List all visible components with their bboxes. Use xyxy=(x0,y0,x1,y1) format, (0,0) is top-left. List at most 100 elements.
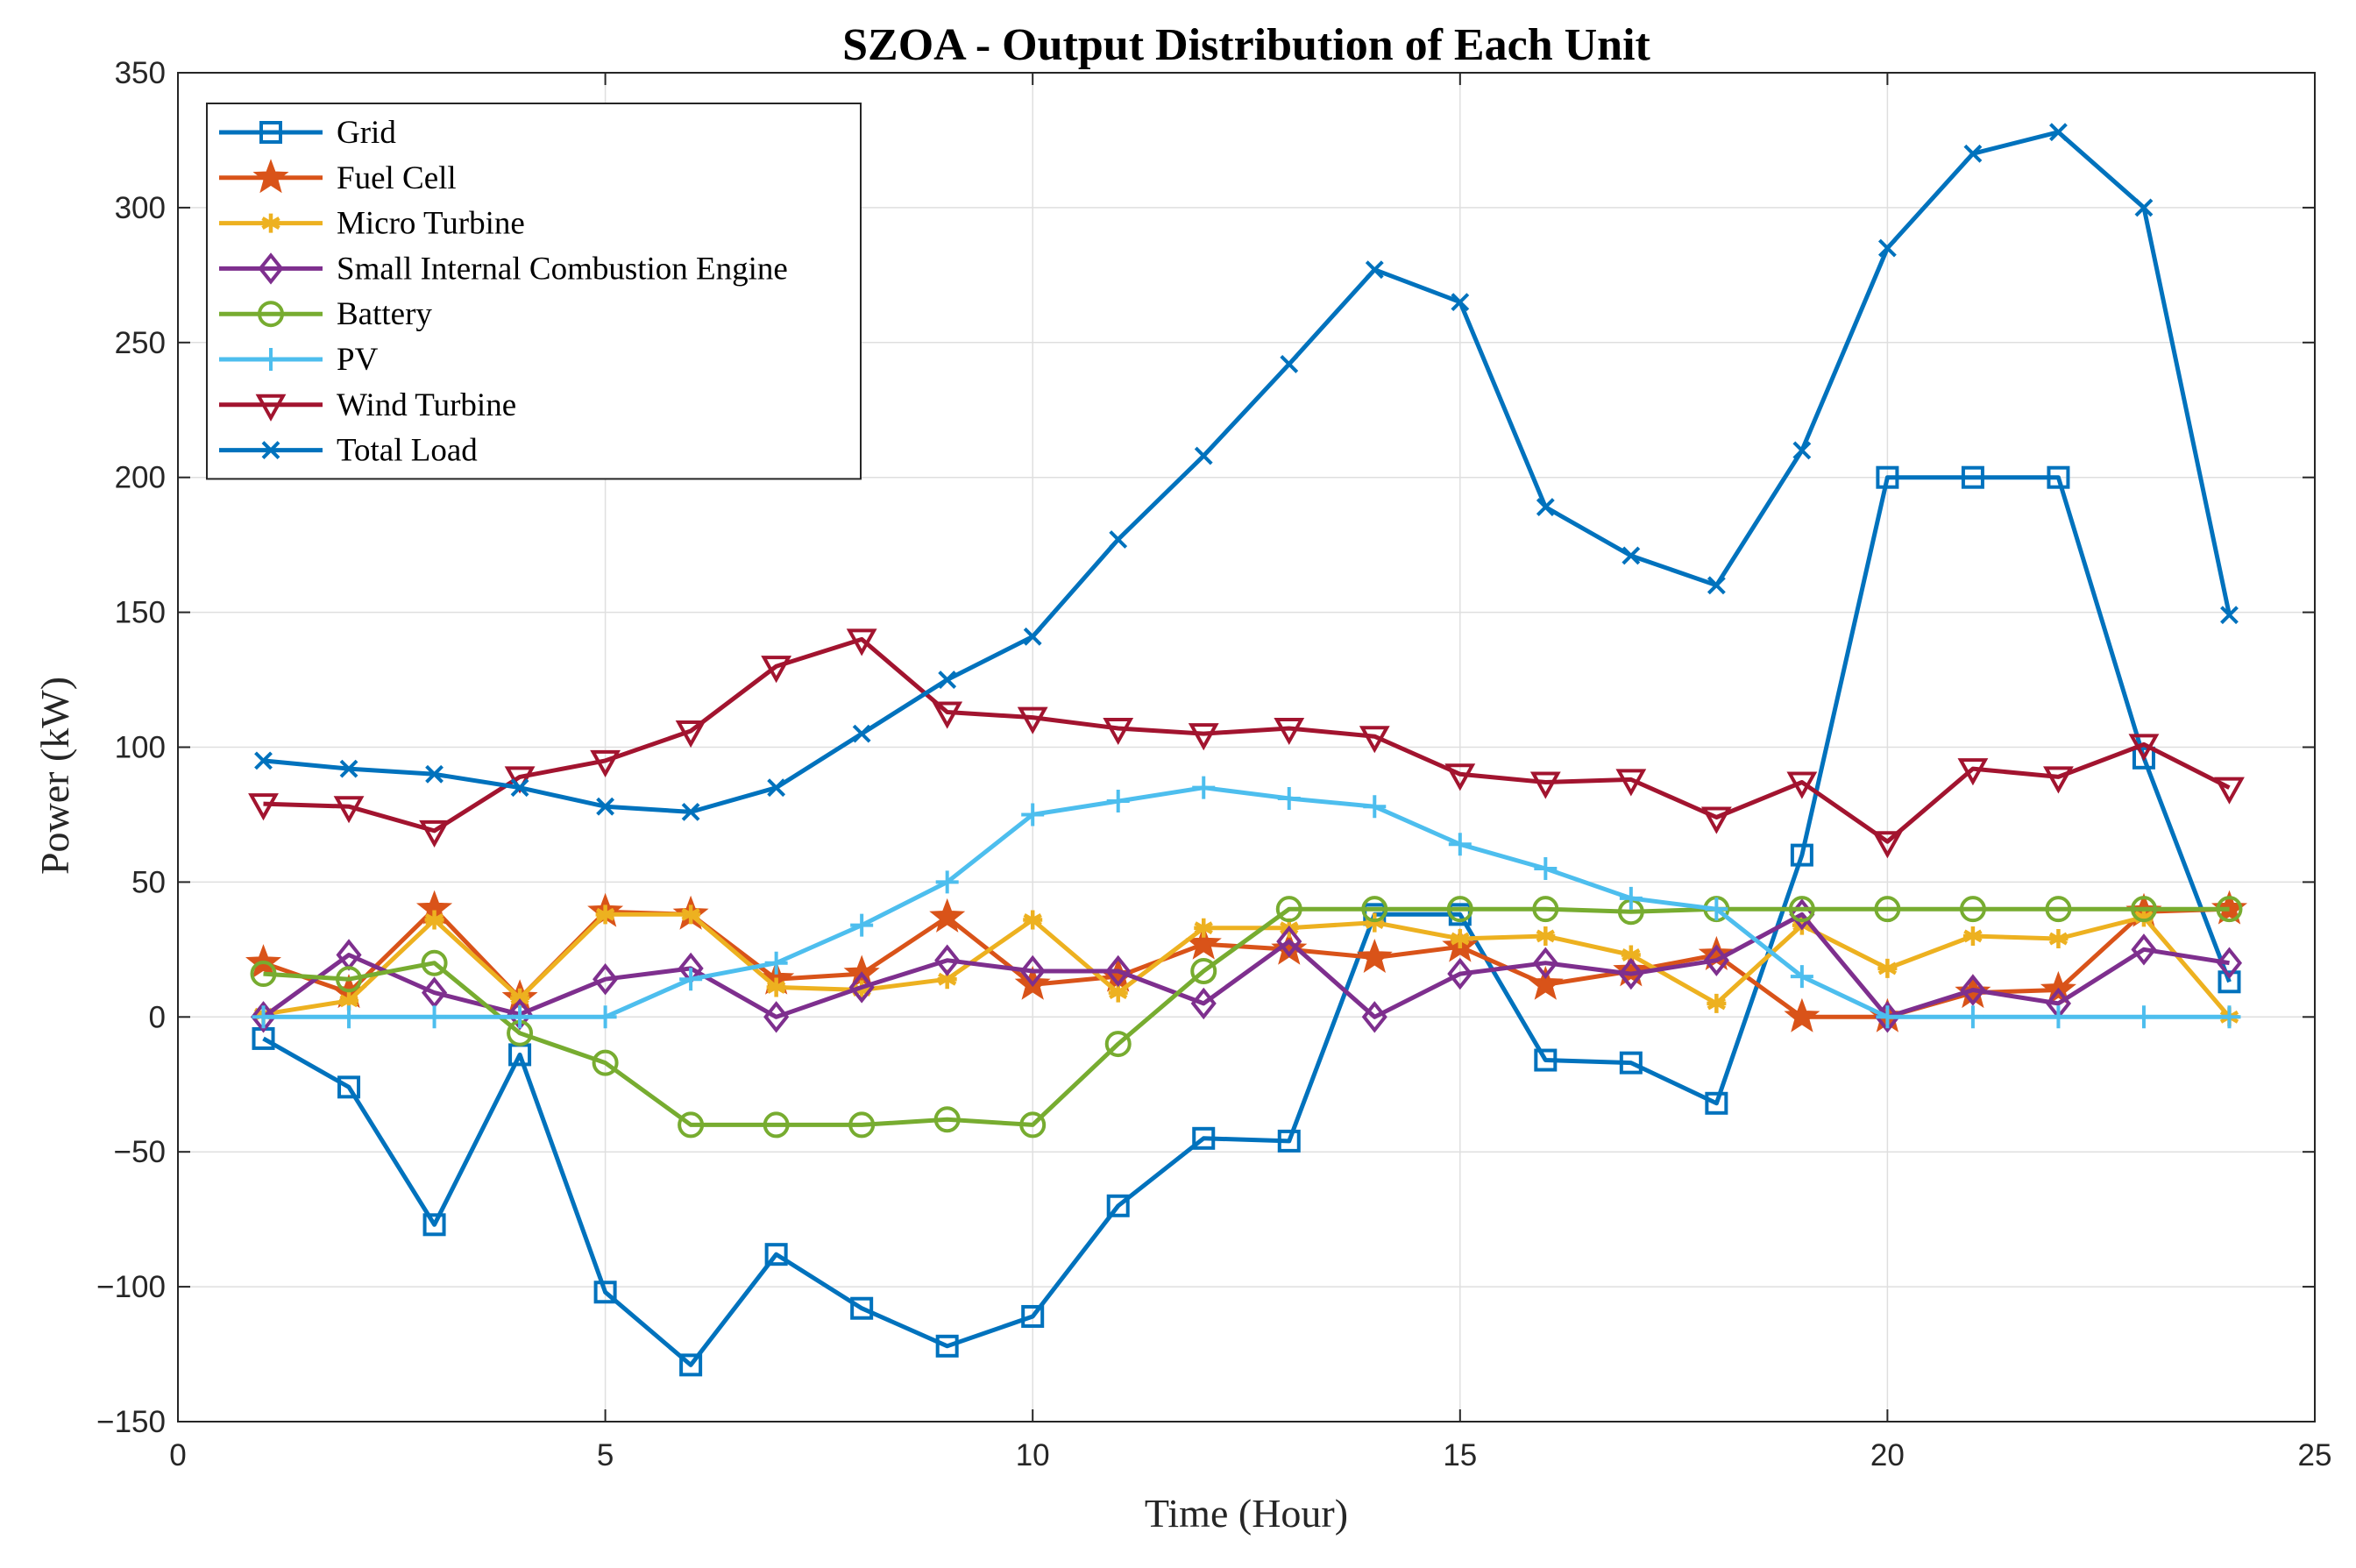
data-point-pv xyxy=(1021,803,1045,827)
data-point-battery xyxy=(1361,896,1388,923)
data-point-wind-turbine xyxy=(1188,723,1219,751)
data-point-grid xyxy=(1534,1048,1558,1072)
data-point-battery xyxy=(592,1049,619,1076)
data-point-wind-turbine xyxy=(333,796,365,824)
data-point-grid xyxy=(1277,1129,1301,1153)
series-small-internal-combustion-engine xyxy=(250,898,2243,1033)
legend-marker-swatch xyxy=(261,213,280,233)
data-point-battery xyxy=(933,1106,961,1133)
data-point-pv xyxy=(2047,1005,2070,1029)
series-line-grid xyxy=(262,475,2232,1367)
data-point-pv xyxy=(508,1005,532,1029)
data-point-pv xyxy=(1192,776,1216,799)
data-point-total-load xyxy=(2134,198,2154,217)
y-tick-label: 200 xyxy=(115,461,166,495)
data-point-battery xyxy=(678,1111,705,1139)
series-line-wind-turbine xyxy=(263,636,2231,844)
x-tick-label: 0 xyxy=(169,1438,186,1472)
data-point-grid xyxy=(1790,843,1813,867)
data-point-pv xyxy=(1448,833,1472,856)
data-point-small-internal-combustion-engine xyxy=(593,963,619,996)
data-point-pv xyxy=(1961,1005,1984,1029)
legend-marker-swatch xyxy=(259,348,282,371)
data-point-wind-turbine xyxy=(1700,806,1732,834)
data-point-total-load xyxy=(1109,530,1128,549)
legend-label: Fuel Cell xyxy=(337,160,457,196)
data-point-battery xyxy=(2045,896,2072,923)
data-point-total-load xyxy=(1792,441,1812,460)
data-point-micro-turbine xyxy=(2133,907,2154,927)
data-point-small-internal-combustion-engine xyxy=(2216,947,2243,979)
data-point-wind-turbine xyxy=(1529,771,1561,799)
data-point-small-internal-combustion-engine xyxy=(848,971,875,1004)
data-point-wind-turbine xyxy=(590,749,621,777)
data-point-fuel-cell xyxy=(1784,997,1820,1032)
data-point-wind-turbine xyxy=(675,720,706,749)
y-tick-label: −150 xyxy=(96,1405,166,1439)
data-point-grid xyxy=(935,1334,959,1358)
data-point-total-load xyxy=(681,802,700,821)
data-point-battery xyxy=(1788,896,1815,923)
data-point-pv xyxy=(1705,898,1728,921)
data-point-total-load xyxy=(510,778,529,798)
data-point-battery xyxy=(421,949,448,976)
data-point-battery xyxy=(1275,896,1302,923)
data-point-pv xyxy=(422,1005,446,1029)
data-point-total-load xyxy=(1194,446,1213,465)
data-point-total-load xyxy=(1365,260,1384,280)
data-point-battery xyxy=(848,1111,876,1139)
data-point-small-internal-combustion-engine xyxy=(934,944,961,976)
legend-box xyxy=(206,103,862,480)
legend-marker-swatch xyxy=(261,441,280,460)
data-point-battery xyxy=(2130,896,2157,923)
legend-marker-swatch xyxy=(258,301,284,328)
series-line-pv xyxy=(263,785,2230,1019)
legend: Grid Fuel Cell Micro Turbine Small Internal… xyxy=(206,103,862,480)
series-line-small-internal-combustion-engine xyxy=(262,912,2230,1019)
legend-item-wind-turbine: Wind Turbine xyxy=(219,387,516,423)
legend-item-grid: Grid xyxy=(219,115,396,151)
data-point-pv xyxy=(850,913,874,937)
data-point-pv xyxy=(935,870,959,894)
y-tick-label: 100 xyxy=(115,731,166,765)
x-tick-label: 20 xyxy=(1870,1438,1905,1472)
data-point-micro-turbine xyxy=(2048,929,2069,949)
legend-item-micro-turbine: Micro Turbine xyxy=(219,206,525,242)
data-point-wind-turbine xyxy=(1103,717,1134,746)
data-point-wind-turbine xyxy=(1957,758,1989,786)
data-point-small-internal-combustion-engine xyxy=(1019,954,1046,988)
data-point-grid xyxy=(1106,1194,1130,1217)
data-point-total-load xyxy=(1877,238,1897,258)
y-axis-label: Power (kW) xyxy=(32,677,77,875)
data-point-wind-turbine xyxy=(419,819,450,848)
data-point-battery xyxy=(1019,1111,1047,1139)
data-point-pv xyxy=(2132,1005,2155,1029)
data-point-total-load xyxy=(1622,546,1641,565)
data-point-total-load xyxy=(1707,576,1726,595)
data-point-micro-turbine xyxy=(1365,912,1385,933)
data-point-grid xyxy=(2132,746,2155,770)
data-point-total-load xyxy=(2049,123,2068,142)
data-point-small-internal-combustion-engine xyxy=(1361,1001,1387,1033)
data-point-total-load xyxy=(938,670,957,689)
data-point-battery xyxy=(250,961,277,988)
series-grid xyxy=(252,465,2241,1377)
data-point-grid xyxy=(337,1075,361,1099)
data-point-pv xyxy=(1534,857,1558,881)
y-tick-label: −50 xyxy=(114,1135,166,1169)
data-point-grid xyxy=(422,1213,446,1237)
data-point-fuel-cell xyxy=(1527,965,1564,1000)
x-tick-label: 25 xyxy=(2298,1438,2332,1472)
y-tick-label: 350 xyxy=(115,56,166,90)
data-point-wind-turbine xyxy=(932,701,963,729)
legend-label: PV xyxy=(337,342,379,378)
data-point-wind-turbine xyxy=(1786,771,1818,799)
data-point-grid xyxy=(1705,1091,1728,1115)
data-point-wind-turbine xyxy=(1359,726,1390,754)
data-point-micro-turbine xyxy=(510,988,530,1008)
data-point-battery xyxy=(1190,957,1217,984)
x-tick-label: 5 xyxy=(597,1438,614,1472)
data-point-pv xyxy=(1363,795,1387,819)
data-point-wind-turbine xyxy=(248,793,279,821)
data-point-pv xyxy=(1106,790,1130,813)
